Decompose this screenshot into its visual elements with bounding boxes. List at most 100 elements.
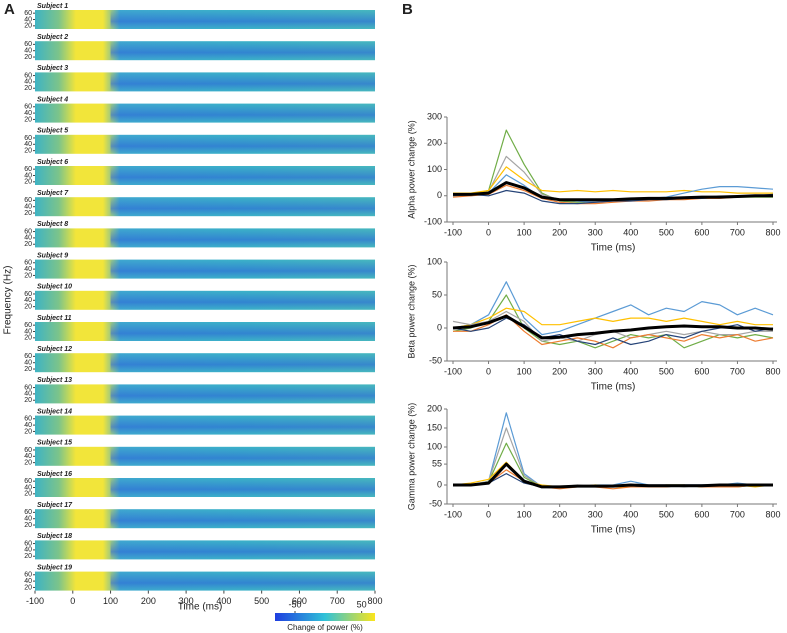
subject-label: Subject 1 [37,3,68,10]
subject-label: Subject 6 [37,159,68,166]
y-tick-label: 0 [437,322,442,332]
y-tick-label: 100 [427,164,442,174]
subject-label: Subject 10 [37,284,72,291]
spectrogram-band [110,41,376,61]
series-line [453,469,773,490]
y-tick-label: 40 [24,266,32,273]
subject-label: Subject 15 [37,440,72,447]
y-tick-label: 40 [24,79,32,86]
subject-label: Subject 7 [37,190,69,197]
spectrogram-band [110,103,376,123]
spectrogram-band [110,384,376,404]
y-tick-label: 40 [24,328,32,335]
spectrogram-band [110,197,376,217]
x-tick-label: 100 [103,596,118,606]
x-tick-label: 500 [254,596,269,606]
y-tick-label: 20 [24,397,32,404]
y-tick-label: 40 [24,422,32,429]
y-tick-label: 40 [24,235,32,242]
x-tick-label: 700 [330,596,345,606]
y-axis-label: Beta power change (%) [406,264,416,358]
y-axis-label: Frequency (Hz) [3,266,14,335]
y-tick-label: 20 [24,85,32,92]
y-tick-label: 40 [24,453,32,460]
y-tick-label: -50 [429,498,442,508]
y-tick-label: -50 [429,355,442,365]
subject-label: Subject 3 [37,65,68,72]
colorbar [275,613,375,621]
x-tick-label: 300 [179,596,194,606]
spectrogram-band [110,259,376,279]
y-tick-label: 20 [24,23,32,30]
x-tick-label: 800 [765,366,780,376]
y-tick-label: 40 [24,391,32,398]
y-tick-label: 0 [437,479,442,489]
y-tick-label: 0 [437,190,442,200]
y-tick-label: 60 [24,135,32,142]
y-tick-label: 20 [24,584,32,591]
x-tick-label: 200 [141,596,156,606]
y-tick-label: 60 [24,416,32,423]
y-tick-label: 20 [24,491,32,498]
x-tick-label: 300 [588,366,603,376]
y-tick-label: 300 [427,111,442,121]
y-tick-label: 40 [24,547,32,554]
x-tick-label: 100 [517,509,532,519]
spectrogram-band [110,540,376,560]
spectrogram-band [110,353,376,373]
y-tick-label: 60 [24,228,32,235]
y-tick-label: 60 [24,572,32,579]
x-tick-label: 500 [659,366,674,376]
y-tick-label: 40 [24,297,32,304]
x-tick-label: 500 [659,227,674,237]
x-tick-label: 800 [367,596,382,606]
x-tick-label: 300 [588,509,603,519]
x-tick-label: 0 [486,509,491,519]
x-tick-label: 0 [486,366,491,376]
x-tick-label: 100 [517,227,532,237]
series-line [453,166,773,194]
y-tick-label: 20 [24,428,32,435]
series-line [452,461,774,488]
x-tick-label: 800 [765,509,780,519]
y-tick-label: 200 [427,403,442,413]
x-tick-label: 0 [70,596,75,606]
x-tick-label: 200 [552,509,567,519]
colorbar-tick-label: 50 [357,599,367,609]
panel-label: B [402,1,413,18]
subject-label: Subject 14 [37,408,72,415]
subject-label: Subject 13 [37,377,72,384]
x-tick-label: 400 [623,509,638,519]
subject-label: Subject 11 [37,315,72,322]
y-tick-label: 55 [432,458,442,468]
x-tick-label: 600 [694,509,709,519]
y-tick-label: 60 [24,41,32,48]
x-tick-label: 400 [216,596,231,606]
x-tick-label: 700 [730,227,745,237]
y-tick-label: 20 [24,116,32,123]
spectrogram-band [110,322,376,341]
y-tick-label: 20 [24,147,32,154]
series-line [453,155,773,202]
y-tick-label: 40 [24,16,32,23]
x-axis-label: Time (ms) [591,243,636,254]
y-tick-label: 20 [24,366,32,373]
x-axis-label: Time (ms) [178,602,223,613]
subject-label: Subject 16 [37,471,72,478]
series-line [453,442,773,488]
y-tick-label: 40 [24,204,32,211]
x-axis-label: Time (ms) [591,525,636,536]
x-tick-label: 600 [694,366,709,376]
x-tick-label: 100 [517,366,532,376]
y-tick-label: 20 [24,553,32,560]
subject-label: Subject 4 [37,96,68,103]
y-tick-label: 40 [24,360,32,367]
y-tick-label: 20 [24,522,32,529]
y-tick-label: 20 [24,179,32,186]
y-tick-label: 60 [24,447,32,454]
x-axis-label: Time (ms) [591,382,636,393]
subject-label: Subject 12 [37,346,72,353]
y-tick-label: 40 [24,141,32,148]
series-line [453,462,773,489]
